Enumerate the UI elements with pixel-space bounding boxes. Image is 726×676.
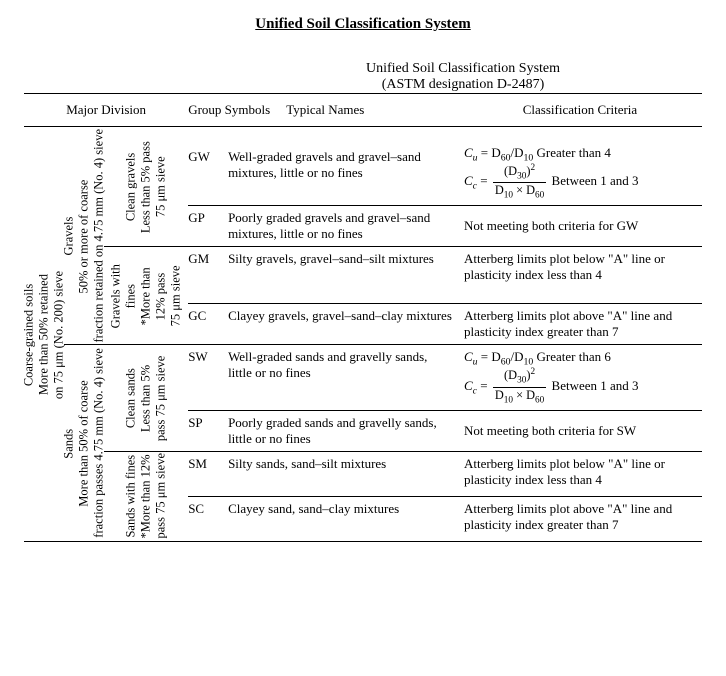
page-title: Unified Soil Classification System <box>24 16 702 33</box>
rot-gravels-l1: Gravels <box>61 216 75 255</box>
row-gw: Coarse-grained soils More than 50% retai… <box>24 127 702 206</box>
rot-gf-l3: *More than <box>138 267 152 325</box>
rot-gf-l1: Gravels with <box>108 264 122 328</box>
rot-coarse-l1: Coarse-grained soils <box>21 283 35 385</box>
crit-sm: Atterberg limits plot below "A" line or … <box>458 451 702 496</box>
name-gc: Clayey gravels, gravel–sand–clay mixture… <box>228 304 458 345</box>
rot-gravels: Gravels 50% or more of coarse fraction r… <box>64 127 104 345</box>
name-gp: Poorly graded gravels and gravel–sand mi… <box>228 206 458 247</box>
sym-gc: GC <box>188 304 228 345</box>
rot-gf-l2: fines <box>123 284 137 308</box>
rot-gravels-fines: Gravels with fines *More than 12% pass 7… <box>104 247 188 345</box>
crit-gc: Atterberg limits plot above "A" line and… <box>458 304 702 345</box>
rot-clean-gravels-l3: 75 μm sieve <box>153 156 167 217</box>
suptitle-line1: Unified Soil Classification System <box>366 61 560 76</box>
header-criteria: Classification Criteria <box>458 94 702 127</box>
header-typical-names: Typical Names <box>286 102 364 117</box>
row-gm: Gravels with fines *More than 12% pass 7… <box>24 247 702 304</box>
rot-sf-l2: *More than 12% <box>138 454 152 538</box>
sym-sw: SW <box>188 345 228 410</box>
row-sm: Sands with fines *More than 12% pass 75 … <box>24 451 702 496</box>
rot-gf-l5: 75 μm sieve <box>168 265 182 326</box>
rot-sands-fines: Sands with fines *More than 12% pass 75 … <box>104 451 188 542</box>
rot-clean-gravels-l1: Clean gravels <box>123 152 137 220</box>
header-row: Major Division Group Symbols Typical Nam… <box>24 94 702 127</box>
suptitle-line2: (ASTM designation D-2487) <box>382 77 545 92</box>
rot-sands: Sands More than 50% of coarse fraction p… <box>64 345 104 542</box>
name-gm: Silty gravels, gravel–sand–silt mixtures <box>228 247 458 304</box>
name-gw: Well-graded gravels and gravel–sand mixt… <box>228 127 458 206</box>
sym-gp: GP <box>188 206 228 247</box>
crit-gp: Not meeting both criteria for GW <box>458 206 702 247</box>
table-supertitle: Unified Soil Classification System (ASTM… <box>224 61 702 93</box>
rot-cs-l2: Less than 5% <box>138 364 152 431</box>
rot-gf-l4: 12% pass <box>153 272 167 320</box>
rot-cs-l1: Clean sands <box>123 368 137 428</box>
rot-clean-gravels-l2: Less than 5% pass <box>138 141 152 233</box>
crit-sp: Not meeting both criteria for SW <box>458 410 702 451</box>
rot-gravels-l2: 50% or more of coarse <box>76 179 90 293</box>
rot-clean-gravels: Clean gravels Less than 5% pass 75 μm si… <box>104 127 188 247</box>
sym-sc: SC <box>188 496 228 541</box>
sym-sp: SP <box>188 410 228 451</box>
rot-sf-l3: pass 75 μm sieve <box>153 454 167 540</box>
rot-sands-l2: More than 50% of coarse <box>76 380 90 506</box>
name-sc: Clayey sand, sand–clay mixtures <box>228 496 458 541</box>
rot-sands-l1: Sands <box>61 428 75 458</box>
name-sp: Poorly graded sands and gravelly sands, … <box>228 410 458 451</box>
sym-gw: GW <box>188 127 228 206</box>
uscs-table: Major Division Group Symbols Typical Nam… <box>24 93 702 542</box>
header-group-typical: Group Symbols Typical Names <box>188 94 458 127</box>
crit-gm: Atterberg limits plot below "A" line or … <box>458 247 702 304</box>
rot-cs-l3: pass 75 μm sieve <box>153 355 167 441</box>
crit-gw: Cu = D60/D10 Greater than 4 Cc = (D30)2 … <box>458 127 702 206</box>
crit-sw: Cu = D60/D10 Greater than 6 Cc = (D30)2 … <box>458 345 702 410</box>
crit-sc: Atterberg limits plot above "A" line and… <box>458 496 702 541</box>
sym-gm: GM <box>188 247 228 304</box>
rot-coarse: Coarse-grained soils More than 50% retai… <box>24 127 64 542</box>
rot-sf-l1: Sands with fines <box>123 455 137 538</box>
sym-sm: SM <box>188 451 228 496</box>
header-group-symbols: Group Symbols <box>188 102 270 117</box>
name-sw: Well-graded sands and gravelly sands, li… <box>228 345 458 410</box>
name-sm: Silty sands, sand–silt mixtures <box>228 451 458 496</box>
rot-clean-sands: Clean sands Less than 5% pass 75 μm siev… <box>104 345 188 451</box>
header-major-division: Major Division <box>24 94 188 127</box>
row-sw: Sands More than 50% of coarse fraction p… <box>24 345 702 410</box>
rot-coarse-l2: More than 50% retained <box>36 274 50 395</box>
